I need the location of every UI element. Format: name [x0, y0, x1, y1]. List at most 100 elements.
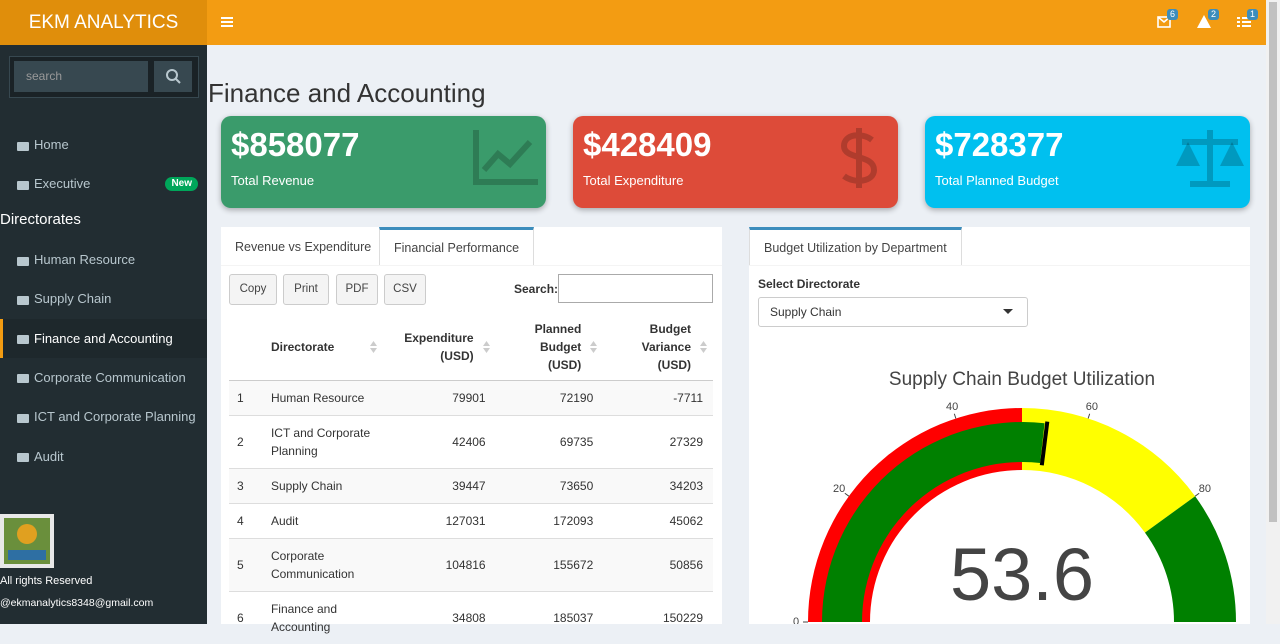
- nav-label: Supply Chain: [34, 291, 112, 307]
- tab[interactable]: Revenue vs Expenditure: [235, 240, 372, 254]
- gauge-bar: [822, 422, 1045, 622]
- table-cell: 104816: [382, 537, 496, 591]
- nav-item[interactable]: Audit: [0, 437, 207, 476]
- search-box: search: [9, 56, 199, 98]
- table-cell: 4: [229, 502, 263, 538]
- directorate-select[interactable]: Supply Chain: [758, 297, 1028, 327]
- column-title: Expenditure (USD): [404, 331, 474, 364]
- alerts-badge: 2: [1208, 9, 1220, 20]
- nav-label: Executive: [34, 176, 91, 191]
- nav-item[interactable]: Finance and Accounting: [0, 318, 207, 358]
- gauge-threshold: [1039, 421, 1050, 466]
- column-title: Planned Budget (USD): [534, 322, 582, 373]
- kpi-value: $858077: [231, 126, 360, 163]
- export-button[interactable]: CSV: [384, 274, 426, 305]
- select-label: Select Directorate: [758, 277, 861, 291]
- nav-label: Finance and Accounting: [34, 330, 173, 346]
- directorate-cell: Audit: [262, 502, 383, 538]
- export-button[interactable]: PDF: [336, 274, 378, 305]
- directorate-cell: Corporate Communication: [262, 537, 383, 591]
- column-header[interactable]: Directorate: [262, 315, 383, 381]
- table-cell: 127031: [382, 502, 496, 538]
- table-row: 5 Corporate Communication 104816 155672 5085…: [229, 537, 713, 591]
- directorate-cell: ICT and Corporate Planning: [262, 414, 383, 468]
- column-header[interactable]: Planned Budget (USD): [495, 315, 604, 381]
- table-panel: Search: Directorate Expenditure (USD) Plan…: [221, 227, 722, 644]
- table-cell: 6: [229, 590, 263, 644]
- scrollbar[interactable]: [1266, 0, 1280, 624]
- select-value: Supply Chain: [770, 305, 842, 319]
- table-cell: 150229: [603, 590, 713, 644]
- sort-icon: [590, 341, 598, 353]
- kpi-label: Total Planned Budget: [935, 173, 1059, 188]
- nav-item[interactable]: Human Resource: [0, 240, 207, 279]
- gauge-tick-label: 20: [833, 483, 845, 495]
- gauge-chart: Supply Chain Budget Utilization 0 20 40 60 80…: [793, 369, 1236, 624]
- nav-icon: [17, 141, 29, 151]
- nav-item[interactable]: ICT and Corporate Planning: [0, 397, 207, 436]
- gauge-tick: [953, 413, 957, 419]
- kpi-icon: [840, 128, 878, 188]
- table-row: 2 ICT and Corporate Planning 42406 69735 273…: [229, 414, 713, 468]
- table-cell: 50856: [603, 537, 713, 591]
- nav-icon: [17, 256, 29, 266]
- tab[interactable]: Financial Performance: [379, 227, 535, 265]
- data-table: Directorate Expenditure (USD) Planned Budg…: [229, 315, 713, 644]
- export-button[interactable]: Print: [283, 274, 329, 305]
- sidebar: search Directorates All rights Reserved …: [0, 45, 207, 624]
- column-title: Budget Variance (USD): [641, 322, 691, 373]
- nav-item[interactable]: Supply Chain: [0, 279, 207, 318]
- footer-rights: All rights Reserved: [0, 575, 93, 587]
- brand[interactable]: EKM ANALYTICS: [0, 0, 207, 45]
- export-button[interactable]: Copy: [229, 274, 277, 305]
- sort-icon: [700, 341, 707, 353]
- directorate-cell: Finance and Accounting: [262, 590, 383, 644]
- gauge-value: 53.6: [950, 533, 1094, 616]
- messages-badge: 6: [1167, 9, 1179, 20]
- gauge-panel: Budget Utilization by Department Select …: [749, 227, 1250, 624]
- search-input[interactable]: search: [14, 61, 148, 92]
- kpi-icon: [1176, 130, 1244, 187]
- nav-icon: [17, 295, 29, 305]
- search-button[interactable]: [154, 61, 192, 92]
- gauge-step: [1144, 496, 1236, 622]
- section-heading: Directorates: [0, 211, 81, 228]
- nav-icon: [17, 335, 29, 345]
- gauge-tab[interactable]: Budget Utilization by Department: [749, 227, 962, 265]
- menu-toggle[interactable]: [221, 16, 233, 28]
- table-cell: 42406: [382, 414, 496, 468]
- table-cell: 45062: [603, 502, 713, 538]
- nav-item[interactable]: Corporate Communication: [0, 358, 207, 397]
- footer-logo: [0, 514, 54, 568]
- nav-icon: [17, 374, 29, 384]
- table-cell: 27329: [603, 414, 713, 468]
- column-header[interactable]: Expenditure (USD): [382, 315, 496, 381]
- directorate-cell: Human Resource: [262, 379, 383, 415]
- table-cell: 172093: [495, 502, 604, 538]
- nav-item[interactable]: Executive New: [0, 164, 207, 203]
- nav-badge: New: [165, 177, 198, 191]
- top-bar: 6 2 1: [207, 0, 1266, 45]
- table-cell: 3: [229, 467, 263, 503]
- directorate-cell: Supply Chain: [262, 467, 383, 503]
- gauge-tick: [1194, 492, 1200, 497]
- kpi-card: $428409 Total Expenditure: [573, 116, 898, 208]
- nav-label: ICT and Corporate Planning: [34, 409, 196, 425]
- sort-icon: [369, 341, 377, 353]
- footer-email[interactable]: @ekmanalytics8348@gmail.com: [0, 597, 154, 609]
- column-header[interactable]: Budget Variance (USD): [603, 315, 713, 381]
- table-row: 3 Supply Chain 39447 73650 34203: [229, 467, 713, 503]
- alerts-icon[interactable]: [1197, 15, 1211, 28]
- nav-icon: [17, 453, 29, 463]
- table-cell: 5: [229, 537, 263, 591]
- table-cell: 72190: [495, 379, 604, 415]
- kpi-label: Total Expenditure: [583, 173, 684, 188]
- gauge-tick-label: 0: [793, 616, 799, 624]
- nav-item[interactable]: Home: [0, 125, 207, 164]
- table-search[interactable]: [558, 274, 713, 303]
- table-cell: 2: [229, 414, 263, 468]
- gauge-tick-label: 40: [946, 401, 958, 413]
- kpi-value: $728377: [935, 126, 1064, 163]
- tasks-icon[interactable]: [1237, 16, 1251, 28]
- nav-label: Corporate Communication: [34, 369, 186, 385]
